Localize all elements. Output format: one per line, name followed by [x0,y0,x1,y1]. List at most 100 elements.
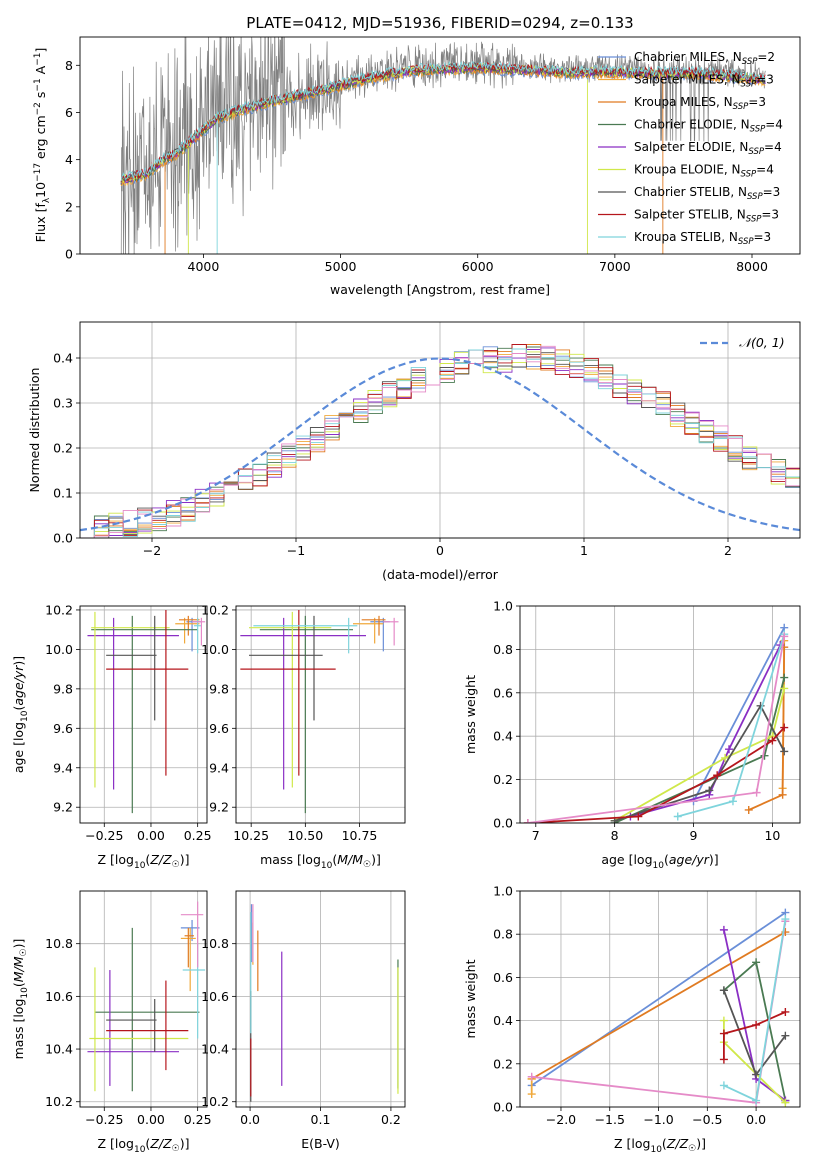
weight-marker [728,797,737,806]
label-part: 10 [20,710,30,722]
legend-text: Salpeter STELIB, N [634,208,746,222]
weight-marker [719,1081,728,1090]
label-part: ( [11,706,26,711]
label-part: ] [33,48,48,53]
label-part: ( [11,982,26,987]
y-tick-label: 10.6 [45,989,73,1004]
legend-tail: =3 [748,95,766,109]
label-part: 10 [20,987,30,999]
weight-marker [778,790,787,799]
weight-marker [780,673,789,682]
y-tick-label: 9.6 [53,721,73,736]
axes-frame [79,605,208,824]
y-tick-label: 10.2 [45,1094,73,1109]
label-part: Z/Z [149,1136,172,1151]
legend-entry: Salpeter STELIB, NSSP=3 [634,208,779,225]
x-axis-label: age [log10(age/yr)] [601,852,718,871]
y-tick-label: 10.0 [45,642,73,657]
weight-marker [781,1098,790,1107]
x-axis-label: (data-model)/error [382,567,499,582]
label-part: 10 [653,861,665,871]
label-part: ( [145,1136,150,1151]
x-tick-label: 0 [436,543,444,558]
y-tick-label: 9.4 [209,760,229,775]
label-part: ☉ [19,948,29,956]
weight-marker [780,747,789,756]
y-tick-label: 10.6 [201,989,229,1004]
x-axis-label: Z [log10(Z/Z☉)] [98,852,190,871]
weight-marker [744,805,753,814]
legend-text: Kroupa ELODIE, N [634,163,741,177]
label-part: )] [180,852,190,867]
plot-area [87,609,206,814]
panel-mass-weight-vs-Z: −2.0 −1.5 −1.0 −0.5 0.0 0.0 0.2 0.4 0.6 0.8 1.0 Z [… [463,884,801,1155]
weight-marker [719,1016,728,1025]
label-part: )] [709,852,719,867]
chart-title: PLATE=0412, MJD=51936, FIBERID=0294, z=0… [246,14,633,32]
legend-entry: Kroupa STELIB, NSSP=3 [634,230,771,247]
label-part: λ [42,197,52,203]
label-part: ( [664,852,669,867]
legend-entry: Salpeter MILES, NSSP=3 [634,73,774,90]
panel-chart-0: 4000 5000 6000 7000 8000 0 2 4 6 8 PLATE=0412, MJD… [33,14,801,297]
y-tick-label: 0.8 [493,927,513,942]
x-tick-label: 4000 [188,259,220,274]
label-part: )] [371,852,381,867]
weight-marker [705,786,714,795]
y-axis-label: mass weight [463,959,478,1038]
legend: 𝒩(0, 1) [700,335,785,350]
y-tick-label: 0.1 [53,486,73,501]
x-axis-label: wavelength [Angstrom, rest frame] [330,282,550,297]
x-tick-label: 9 [690,828,698,843]
label-part: ☉ [172,1144,180,1154]
label-part: Z [log [98,1136,134,1151]
y-axis-label: Flux [fλ10−17 erg cm−2 s−1 A−1] [33,48,52,243]
y-tick-label: 2 [65,199,73,214]
weight-marker [725,745,734,754]
label-part: −1 [33,53,43,66]
legend-entry: Kroupa ELODIE, NSSP=4 [634,163,774,180]
legend-text: Chabrier ELODIE, N [634,118,750,132]
label-part: ☉ [172,860,180,870]
weight-marker [527,1072,536,1081]
legend-sub: SSP [741,170,757,180]
legend-sub: SSP [733,102,749,112]
panel-chart-1: −2 −1 0 1 2 0.0 0.1 0.2 0.3 0.4 (data-model)/error… [27,321,801,582]
weight-marker [752,1020,761,1029]
label-part: erg cm [33,115,48,163]
label-part: ( [332,852,337,867]
y-tick-label: 0.4 [493,729,513,744]
weight-marker [719,925,728,934]
x-tick-label: 0.2 [381,1112,401,1127]
x-tick-label: 10.75 [342,828,378,843]
label-part: 10 [33,182,48,198]
weight-marker [780,684,789,693]
legend-text: Kroupa STELIB, N [634,230,738,244]
label-part: Flux [f [33,203,48,243]
weight-marker [780,723,789,732]
legend-text: Chabrier MILES, N [634,50,742,64]
plot-area [250,904,399,1102]
label-part: M/M [11,956,26,982]
weight-line [630,644,782,818]
x-tick-label: 0.00 [137,1112,165,1127]
x-axis-label: mass [log10(M/M☉)] [260,852,381,871]
plot-area [87,901,206,1092]
legend-entry: Chabrier ELODIE, NSSP=4 [634,118,783,135]
x-tick-label: 0.00 [137,828,165,843]
plot-area [80,344,800,538]
axes-frame [235,890,406,1108]
weight-marker [781,1007,790,1016]
legend-text: Chabrier STELIB, N [634,185,747,199]
label-part: 10 [134,1145,146,1155]
x-tick-label: 0.25 [184,1112,212,1127]
x-axis-label: Z [log10(Z/Z☉)] [614,1136,706,1155]
x-tick-label: −2 [143,543,161,558]
label-part: ☉ [363,860,371,870]
y-tick-label: 10.4 [201,1042,229,1057]
label-part: age/yr [11,665,26,706]
weight-marker [780,632,789,641]
y-axis-label: mass [log10(M/M☉)] [11,939,30,1060]
label-part: )] [696,1136,706,1151]
legend-tail: =4 [764,140,782,154]
